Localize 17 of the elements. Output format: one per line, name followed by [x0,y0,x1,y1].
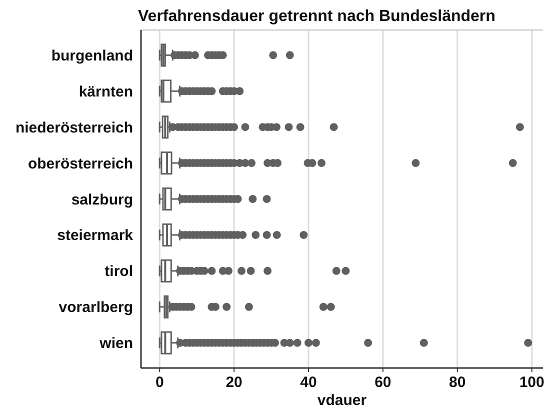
chart-title: Verfahrensdauer getrennt nach Bundesländern [138,8,496,25]
x-tick-label: 40 [300,374,317,391]
y-tick-label: tirol [104,263,133,280]
x-tick-label: 100 [519,374,544,391]
x-axis-title: vdauer [317,392,367,409]
x-tick-label: 20 [226,374,242,391]
x-tick-label: 60 [374,374,392,391]
y-tick-label: burgenland [51,47,133,64]
y-tick-label: salzburg [71,191,133,208]
y-tick-label: steiermark [57,227,134,244]
y-tick-label: kärnten [78,83,133,100]
x-tick-label: 0 [155,374,164,391]
y-tick-label: vorarlberg [58,299,133,316]
y-tick-label: oberösterreich [28,155,133,172]
x-tick-label: 80 [449,374,466,391]
y-tick-label: wien [98,335,133,352]
y-tick-label: niederösterreich [15,119,133,136]
